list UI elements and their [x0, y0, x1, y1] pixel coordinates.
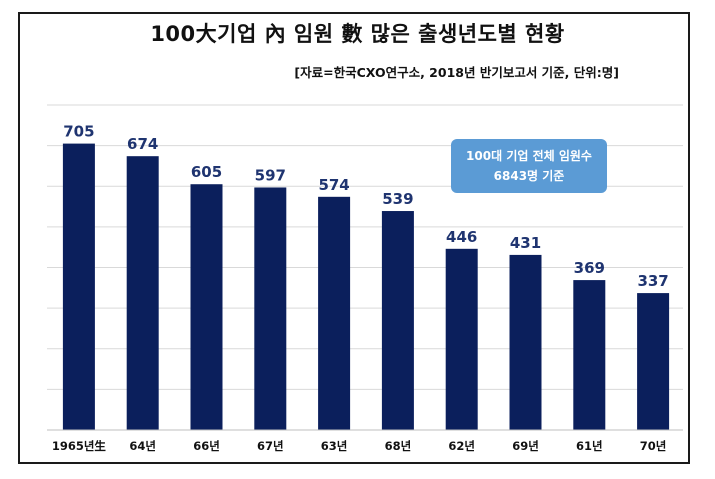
x-tick-label: 1965년生 [52, 439, 107, 453]
x-tick-label: 70년 [640, 439, 667, 453]
data-label: 705 [63, 123, 94, 141]
chart-subtitle: [자료=한국CXO연구소, 2018년 반기보고서 기준, 단위:명] [294, 65, 619, 80]
note-line-1: 100대 기업 전체 임원수 [466, 149, 592, 163]
x-tick-label: 61년 [576, 439, 603, 453]
chart-title: 100大기업 內 임원 數 많은 출생년도별 현황 [150, 22, 565, 46]
data-label: 369 [574, 259, 605, 277]
data-label: 674 [127, 135, 158, 153]
data-label: 539 [382, 190, 413, 208]
data-label: 605 [191, 163, 222, 181]
data-label: 446 [446, 228, 477, 246]
data-label: 597 [255, 166, 286, 184]
bar [637, 293, 670, 430]
data-label: 574 [318, 176, 349, 194]
bar [318, 196, 351, 430]
note-box: 100대 기업 전체 임원수 6843명 기준 [451, 139, 607, 193]
note-line-2: 6843명 기준 [493, 169, 565, 183]
bar [573, 280, 606, 430]
data-label: 337 [637, 272, 668, 290]
bar [254, 187, 287, 430]
bar [509, 254, 542, 430]
x-tick-label: 68년 [385, 439, 412, 453]
x-tick-label: 69년 [512, 439, 539, 453]
x-tick-label: 67년 [257, 439, 284, 453]
bar [126, 156, 159, 430]
data-label: 431 [510, 234, 541, 252]
x-tick-label: 64년 [129, 439, 156, 453]
x-tick-label: 62년 [448, 439, 475, 453]
x-tick-label: 63년 [321, 439, 348, 453]
bar [190, 184, 223, 430]
bar [381, 211, 414, 430]
bar [62, 143, 95, 430]
x-tick-label: 66년 [193, 439, 220, 453]
bar [445, 248, 478, 430]
